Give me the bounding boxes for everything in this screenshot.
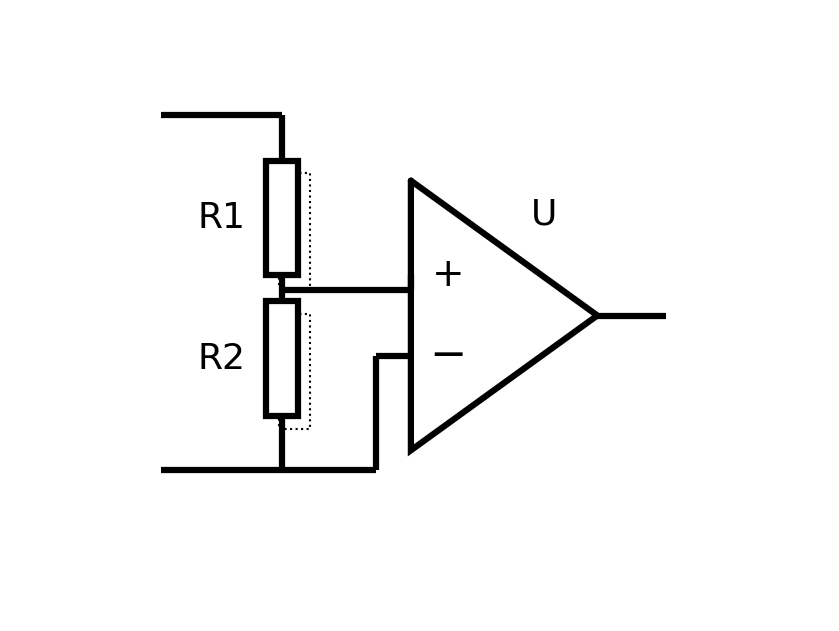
Text: +: + (432, 256, 465, 294)
Bar (266, 161, 298, 275)
Bar (266, 301, 298, 416)
Text: R1: R1 (198, 201, 246, 235)
Text: U: U (531, 198, 557, 232)
Bar (279, 314, 310, 428)
Text: −: − (430, 334, 466, 377)
Bar (279, 174, 310, 288)
Text: R2: R2 (198, 341, 246, 375)
